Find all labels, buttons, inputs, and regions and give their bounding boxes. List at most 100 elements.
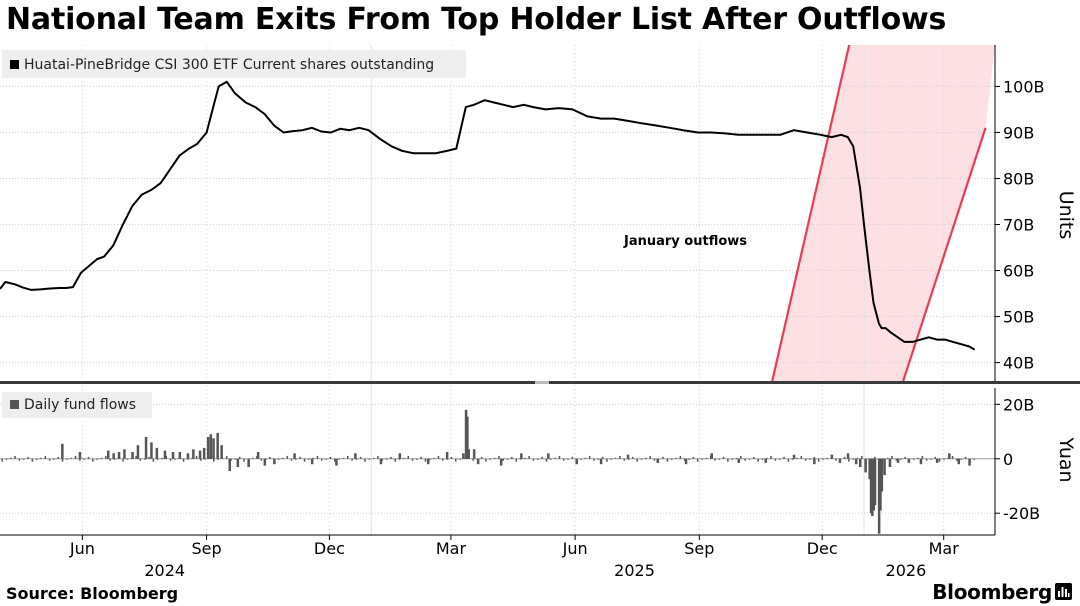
flow-bar-minor xyxy=(731,458,733,460)
flow-bar-minor xyxy=(511,456,513,459)
flow-bar-minor xyxy=(359,456,362,459)
flow-bar-minor xyxy=(960,458,962,460)
flow-bar-minor xyxy=(364,458,366,462)
flow-bar xyxy=(656,458,659,463)
flow-bar xyxy=(273,458,276,465)
flow-bar-minor xyxy=(761,458,764,460)
flow-bar-minor xyxy=(143,458,146,460)
flow-bar-minor xyxy=(489,458,491,460)
flow-bar xyxy=(379,458,383,465)
flow-bar-minor xyxy=(243,458,245,462)
flow-bar-minor xyxy=(148,456,150,459)
flow-bar-minor xyxy=(722,456,725,459)
flow-bar-minor xyxy=(735,457,738,459)
flow-bar-minor xyxy=(213,458,215,462)
flow-bar-minor xyxy=(766,457,768,459)
january-outflows-annotation: January outflows xyxy=(623,234,747,249)
flow-bar-minor xyxy=(519,458,522,460)
flow-bar xyxy=(209,434,213,459)
flow-bar-minor xyxy=(385,458,388,460)
flow-bar xyxy=(61,443,64,459)
flow-bar-minor xyxy=(744,458,746,461)
flow-bar-minor xyxy=(109,458,111,461)
flow-bar xyxy=(472,449,476,459)
flow-bar xyxy=(202,447,206,459)
flow-bar-minor xyxy=(567,458,569,460)
top-legend-label: Huatai-PineBridge CSI 300 ETF Current sh… xyxy=(24,57,434,73)
flow-bar-minor xyxy=(442,458,444,461)
flow-bar-minor xyxy=(303,458,306,462)
band-right-edge xyxy=(902,127,987,381)
flow-bar-minor xyxy=(372,457,375,459)
flow-bar xyxy=(78,452,82,459)
flow-bar xyxy=(547,453,550,459)
flow-bar xyxy=(626,454,630,459)
bottom-y-tick-label: 0 xyxy=(1003,450,1013,469)
flow-bar-minor xyxy=(753,456,755,459)
flow-bar xyxy=(220,445,223,459)
top-y-tick-label: 70B xyxy=(1003,216,1034,235)
flow-bar-minor xyxy=(796,457,798,459)
flow-bar-minor xyxy=(822,458,824,460)
flow-bar-minor xyxy=(727,458,729,462)
flow-bar-minor xyxy=(640,458,643,460)
flow-bar-minor xyxy=(70,457,72,459)
flow-bar xyxy=(792,454,796,459)
flow-bar-minor xyxy=(848,458,850,462)
flow-bar-minor xyxy=(623,458,625,461)
flow-bar xyxy=(684,458,688,465)
flow-bar xyxy=(462,453,465,459)
flow-bar-minor xyxy=(554,457,556,459)
flow-bar-minor xyxy=(83,458,85,460)
flow-bar-minor xyxy=(351,458,353,461)
flow-bar-minor xyxy=(904,456,906,459)
flow-bar-minor xyxy=(770,455,772,459)
top-y-tick-label: 100B xyxy=(1003,77,1045,96)
flow-bar xyxy=(957,458,960,465)
flow-bar-minor xyxy=(226,455,228,459)
flow-bar xyxy=(216,432,219,459)
flow-bar xyxy=(476,458,480,465)
flow-bar-minor xyxy=(887,457,889,459)
flow-bar-minor xyxy=(506,458,509,460)
flow-bar-minor xyxy=(260,458,263,461)
flow-bar xyxy=(467,449,470,459)
flow-bar-minor xyxy=(817,458,820,462)
flow-bar-minor xyxy=(943,458,945,460)
flow-bar-minor xyxy=(874,456,876,459)
x-year-label: 2025 xyxy=(614,561,655,580)
flow-bar-minor xyxy=(964,456,967,459)
flow-bar xyxy=(206,437,210,459)
top-y-tick-label: 50B xyxy=(1003,308,1034,327)
flow-bar-minor xyxy=(912,458,915,460)
flow-bar-minor xyxy=(705,457,707,459)
bloomberg-bars-icon xyxy=(1055,583,1072,600)
flow-bar xyxy=(864,458,867,473)
flow-bar xyxy=(868,458,871,480)
flow-bar-minor xyxy=(44,455,47,459)
flow-bar xyxy=(186,453,190,459)
flow-bar-minor xyxy=(515,458,517,462)
flow-bar-minor xyxy=(18,458,21,461)
flow-bar-minor xyxy=(411,458,414,461)
flow-bar-minor xyxy=(79,458,81,461)
flow-bar-minor xyxy=(502,458,504,461)
flow-bar-minor xyxy=(377,455,379,459)
flow-bar-minor xyxy=(407,455,409,459)
flow-bar-minor xyxy=(316,455,319,459)
flow-bar xyxy=(398,453,402,459)
flow-bar-minor xyxy=(571,456,574,459)
flow-bar-minor xyxy=(498,455,500,459)
flow-bar-minor xyxy=(921,455,924,459)
flow-bar-minor xyxy=(126,458,129,460)
flow-bar-minor xyxy=(485,458,487,462)
flow-bar xyxy=(445,452,449,459)
flow-bar xyxy=(335,458,338,466)
flow-bar-minor xyxy=(251,457,254,459)
flow-bar xyxy=(107,450,110,459)
flow-bar xyxy=(212,438,215,459)
flow-bar-minor xyxy=(804,458,807,461)
flow-bar-minor xyxy=(601,456,604,459)
flow-bar-minor xyxy=(230,458,232,461)
